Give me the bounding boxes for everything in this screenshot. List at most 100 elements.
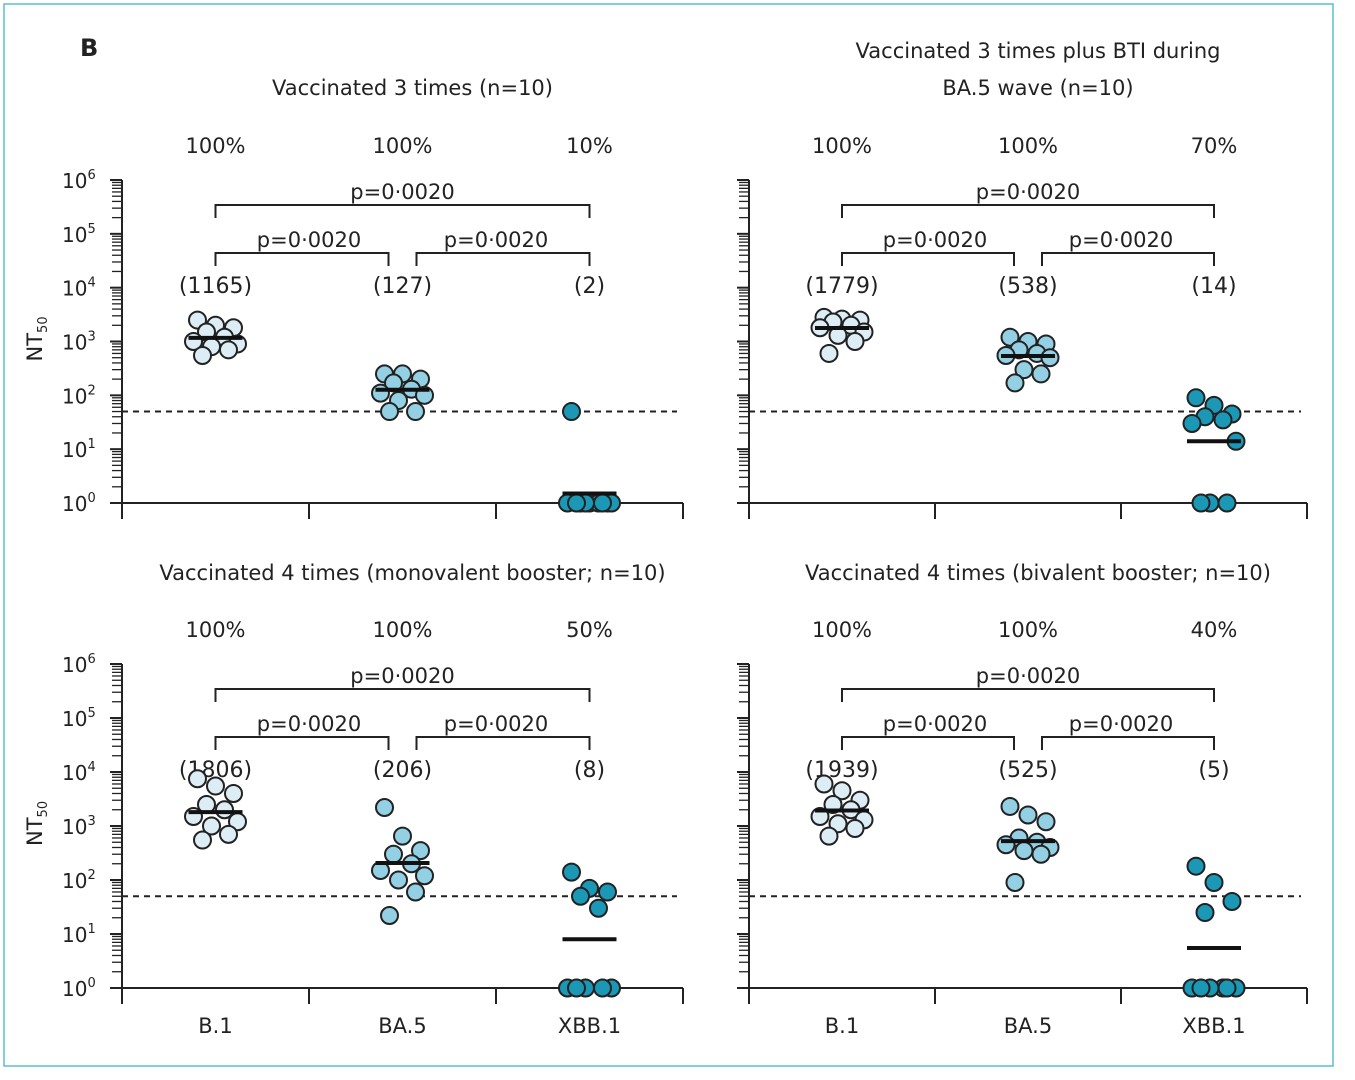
- data-point-xbb1: [1217, 978, 1237, 998]
- panel-2: Vaccinated 3 times plus BTI during BA.5 w…: [737, 39, 1308, 519]
- y-tick-label: 101: [62, 437, 96, 462]
- x-tick-label: B.1: [825, 1014, 859, 1038]
- pvalue-b1-ba5: p=0·0020: [257, 712, 361, 736]
- percent-label: 100%: [812, 618, 872, 642]
- y-tick-label: 104: [62, 276, 96, 301]
- bracket-b1-ba5: [214, 736, 390, 750]
- data-point-xbb1: [1204, 872, 1224, 892]
- y-tick-label: 105: [62, 222, 96, 247]
- data-point-ba5: [389, 870, 408, 890]
- data-point-xbb1: [1186, 388, 1206, 408]
- percent-label: 100%: [185, 134, 245, 158]
- data-point-ba5: [406, 402, 425, 422]
- bracket-b1-ba5: [214, 252, 390, 266]
- data-point-ba5: [371, 383, 390, 403]
- figure-border: [3, 3, 1334, 1067]
- data-point-ba5: [393, 826, 412, 846]
- y-tick-exponent: 1: [87, 922, 95, 937]
- data-point-b1: [193, 345, 212, 365]
- y-tick-label: 103: [62, 814, 96, 839]
- y-tick-label: 106: [62, 168, 96, 193]
- y-axis-label: NT50: [23, 316, 51, 361]
- median-value-label: (1165): [179, 274, 252, 299]
- panel-title: Vaccinated 4 times (bivalent booster; n=…: [805, 561, 1271, 585]
- y-tick-exponent: 0: [87, 976, 95, 991]
- data-point-xbb1: [1195, 903, 1215, 923]
- percent-label: 100%: [998, 134, 1058, 158]
- data-point-xbb1: [598, 882, 617, 902]
- pvalue-b1-ba5: p=0·0020: [883, 712, 987, 736]
- percent-label: 100%: [372, 134, 432, 158]
- x-tick-label: XBB.1: [1182, 1014, 1245, 1038]
- data-point-xbb1: [593, 493, 612, 513]
- data-point-b1: [832, 781, 852, 801]
- bracket-ba5-xbb1: [1041, 252, 1215, 266]
- median-value-label: (538): [998, 274, 1057, 299]
- panel-title: Vaccinated 3 times plus BTI during: [856, 39, 1221, 63]
- data-point-b1: [202, 816, 221, 836]
- y-tick-label: 100: [62, 491, 96, 516]
- y-tick-label: 106: [62, 652, 96, 677]
- y-tick-exponent: 1: [87, 437, 95, 452]
- data-point-xbb1: [1191, 978, 1211, 998]
- data-point-xbb1: [567, 493, 586, 513]
- median-value-label: (5): [1198, 758, 1229, 783]
- data-point-ba5: [1031, 844, 1051, 864]
- data-point-ba5: [1031, 364, 1051, 384]
- y-tick-label: 102: [62, 868, 96, 893]
- pvalue-ba5-xbb1: p=0·0020: [444, 712, 548, 736]
- y-tick-exponent: 3: [87, 814, 95, 829]
- data-point-ba5: [375, 798, 394, 818]
- data-point-ba5: [415, 866, 434, 886]
- pvalue-ba5-xbb1: p=0·0020: [1069, 712, 1173, 736]
- data-point-ba5: [1000, 327, 1020, 347]
- data-point-b1: [219, 824, 238, 844]
- median-value-label: (8): [574, 758, 605, 783]
- y-tick-exponent: 4: [87, 276, 95, 291]
- data-point-b1: [193, 830, 212, 850]
- pvalue-b1-ba5: p=0·0020: [883, 228, 987, 252]
- data-point-ba5: [1000, 796, 1020, 816]
- y-axis-label-subscript: 50: [36, 801, 51, 818]
- data-point-b1: [206, 776, 225, 796]
- bracket-b1-xbb1: [841, 688, 1215, 702]
- y-tick-exponent: 3: [87, 330, 95, 345]
- data-point-ba5: [1005, 872, 1025, 892]
- y-tick-exponent: 2: [87, 868, 95, 883]
- percent-label: 70%: [1191, 134, 1238, 158]
- bracket-ba5-xbb1: [415, 736, 591, 750]
- data-point-ba5: [1005, 373, 1025, 393]
- panel-4: Vaccinated 4 times (bivalent booster; n=…: [737, 561, 1308, 1038]
- data-point-ba5: [384, 844, 403, 864]
- data-point-xbb1: [1182, 413, 1202, 433]
- data-point-ba5: [1036, 812, 1056, 832]
- data-point-xbb1: [1222, 891, 1242, 911]
- y-tick-exponent: 5: [87, 222, 95, 237]
- data-point-xbb1: [567, 978, 586, 998]
- bracket-b1-xbb1: [214, 688, 591, 702]
- median-value-label: (14): [1191, 274, 1236, 299]
- data-point-ba5: [380, 402, 399, 422]
- y-tick-exponent: 6: [87, 652, 95, 667]
- data-point-ba5: [996, 835, 1016, 855]
- bracket-b1-ba5: [841, 736, 1015, 750]
- data-point-b1: [819, 343, 839, 363]
- data-point-ba5: [1018, 805, 1038, 825]
- percent-label: 100%: [372, 618, 432, 642]
- percent-label: 100%: [812, 134, 872, 158]
- y-tick-label: 100: [62, 976, 96, 1001]
- data-point-b1: [845, 332, 865, 351]
- y-tick-label: 101: [62, 922, 96, 947]
- data-point-ba5: [380, 906, 399, 926]
- data-point-xbb1: [1186, 856, 1206, 876]
- bracket-b1-xbb1: [214, 204, 591, 218]
- data-point-xbb1: [1217, 493, 1237, 513]
- panel-letter: B: [80, 34, 98, 62]
- y-tick-label: 104: [62, 760, 96, 785]
- panel-title: Vaccinated 4 times (monovalent booster; …: [159, 561, 665, 585]
- pvalue-b1-xbb1: p=0·0020: [976, 664, 1080, 688]
- percent-label: 100%: [998, 618, 1058, 642]
- median-value-label: (525): [998, 758, 1057, 783]
